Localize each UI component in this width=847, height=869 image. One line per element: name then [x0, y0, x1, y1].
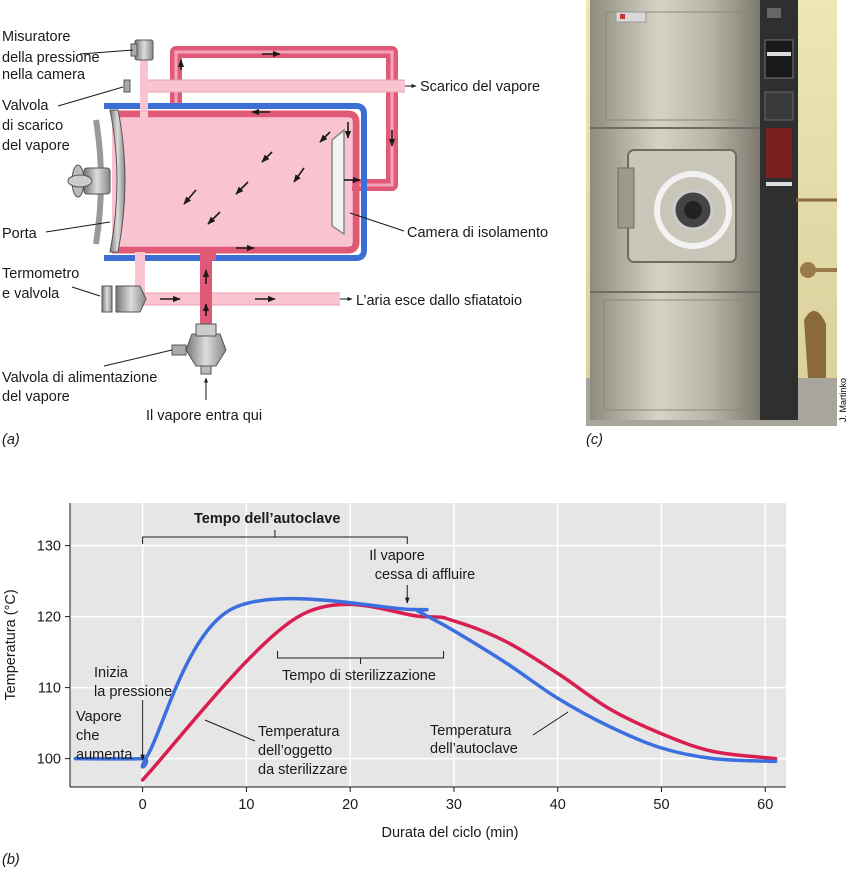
annotation-object-temp-2: dell’oggetto [258, 743, 332, 759]
temperature-chart: 0 10 20 30 40 50 60 100 110 120 130 Tempo dell’aut… [2, 503, 786, 868]
x-tick-label: 0 [139, 797, 147, 813]
label-thermometer-2: e valvola [2, 286, 60, 302]
label-supply-valve-1: Valvola di alimentazione [2, 370, 157, 386]
label-steam-in: Il vapore entra qui [146, 408, 262, 424]
label-jacket: Camera di isolamento [407, 225, 548, 241]
label-thermometer-1: Termometro [2, 266, 79, 282]
annotation-sterilization-time: Tempo di sterilizzazione [282, 668, 436, 684]
label-gauge-2: della pressione [2, 50, 100, 66]
autoclave-time-bracket [142, 530, 408, 544]
label-gauge-3: nella camera [2, 67, 86, 83]
annotation-object-temp-3: da sterilizzare [258, 762, 347, 778]
exhaust-valve [123, 79, 131, 93]
label-exhaust-valve-1: Valvola [2, 98, 49, 114]
grid-lines [70, 503, 786, 787]
label-gauge-1: Misuratore [2, 29, 71, 45]
insulation-jacket [104, 103, 367, 261]
y-tick-label: 100 [37, 752, 61, 768]
panel-a-label: (a) [2, 432, 20, 448]
photo-credit: J. Martinko [838, 378, 847, 422]
y-tick-label: 120 [37, 610, 61, 626]
autoclave-diagram: Misuratore della pressione nella camera Va… [2, 29, 548, 448]
label-air-out: L’aria esce dallo sfiatatoio [356, 293, 522, 309]
annotation-pressure-start-1: Inizia [94, 665, 129, 681]
annotation-steam-stops-1: Il vapore [369, 548, 425, 564]
sterilization-chamber [112, 118, 352, 246]
annotation-autoclave-temp-2: dell’autoclave [430, 741, 518, 757]
x-tick-label: 60 [757, 797, 773, 813]
door-wheel [654, 171, 732, 249]
annotation-object-temp-1: Temperatura [258, 724, 340, 740]
label-exhaust-valve-3: del vapore [2, 138, 70, 154]
label-steam-exhaust: Scarico del vapore [420, 79, 540, 95]
x-tick-label: 40 [550, 797, 566, 813]
label-supply-valve-2: del vapore [2, 389, 70, 405]
annotation-autoclave-time: Tempo dell’autoclave [194, 511, 340, 527]
y-tick-label: 130 [37, 539, 61, 555]
x-tick-label: 50 [653, 797, 669, 813]
annotation-pressure-start-2: la pressione [94, 684, 172, 700]
annotation-autoclave-temp-1: Temperatura [430, 723, 512, 739]
thermometer-valve [115, 285, 147, 313]
autoclave-temp-leader [532, 711, 569, 736]
object-temp-leader [204, 719, 256, 742]
panel-c-label: (c) [586, 432, 603, 448]
autoclave-photo: J. Martinko (c) [586, 0, 847, 448]
panel-b-label: (b) [2, 852, 20, 868]
pressure-gauge [134, 39, 154, 61]
steam-supply-valve [185, 333, 227, 367]
x-tick-label: 20 [342, 797, 358, 813]
x-axis-label: Durata del ciclo (min) [382, 825, 519, 841]
annotation-steam-rising-1: Vapore [76, 709, 122, 725]
series-line-object-temperature [140, 602, 778, 782]
plot-area [70, 503, 786, 787]
baffle [331, 128, 345, 236]
door [109, 109, 126, 253]
flow-arrows [160, 50, 396, 316]
annotation-steam-rising-3: aumenta [76, 747, 133, 763]
leader-lines [45, 49, 405, 367]
y-tick-label: 110 [38, 681, 61, 697]
annotation-steam-stops-2: cessa di affluire [375, 567, 475, 583]
series-line-autoclave-temperature [73, 596, 778, 769]
annotation-steam-rising-2: che [76, 728, 99, 744]
label-exhaust-valve-2: di scarico [2, 118, 63, 134]
x-tick-label: 30 [446, 797, 462, 813]
sterilization-time-bracket [277, 651, 445, 664]
y-axis-label: Temperatura (°C) [3, 589, 19, 700]
label-door: Porta [2, 226, 38, 242]
x-tick-label: 10 [238, 797, 254, 813]
